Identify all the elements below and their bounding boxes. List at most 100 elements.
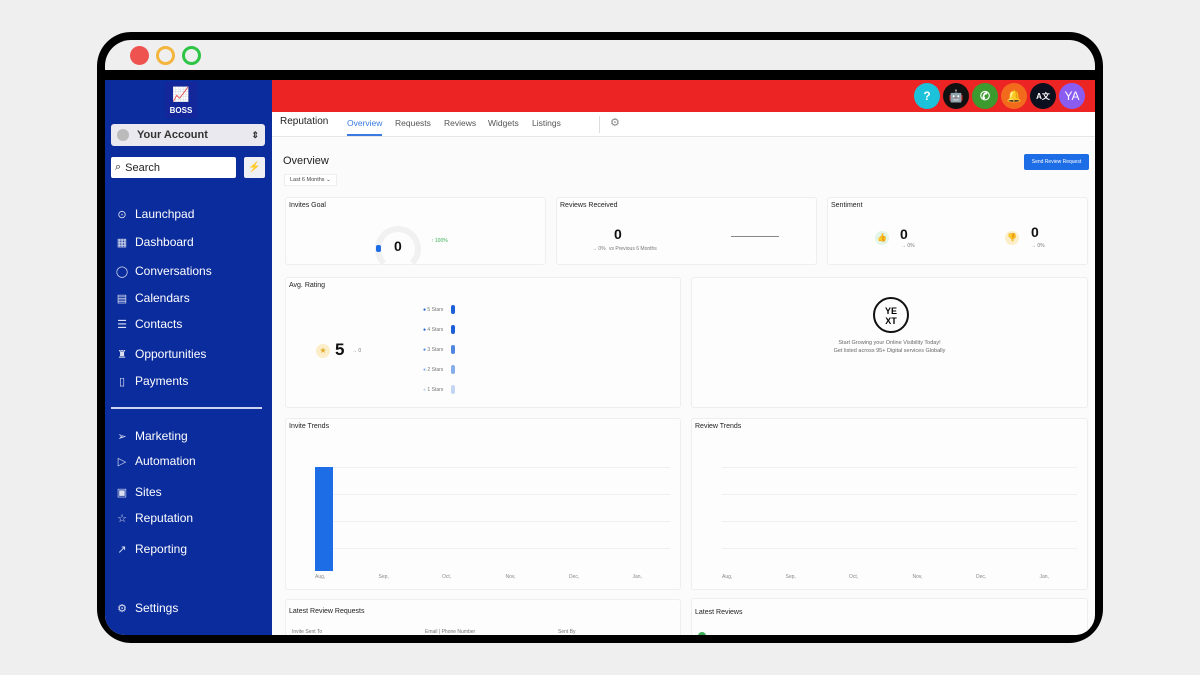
x-tick-label: Jan, — [1039, 574, 1049, 580]
page-title: Overview — [283, 155, 329, 167]
gridline — [722, 494, 1077, 495]
bell-icon[interactable]: 🔔 — [1001, 83, 1027, 109]
tab-requests[interactable]: Requests — [395, 118, 431, 128]
card-title: Avg. Rating — [289, 282, 326, 289]
yext-promo-line2: Get listed across 95+ Digital services G… — [833, 348, 946, 354]
sidebar: 📈 BOSS Your Account ⇕ ⌕ Search ⚡ ⊙ Launchp… — [105, 80, 272, 635]
x-tick-label: Sep, — [785, 574, 796, 580]
help-icon[interactable]: ? — [914, 83, 940, 109]
negative-change: → 0% — [1031, 243, 1045, 249]
quick-action-button[interactable]: ⚡ — [244, 157, 265, 178]
send-review-request-button[interactable]: Send Review Request — [1024, 154, 1089, 170]
phone-icon[interactable]: ✆ — [972, 83, 998, 109]
x-tick-label: Aug, — [315, 574, 326, 580]
tab-listings[interactable]: Listings — [532, 118, 561, 128]
thumbs-down-icon: 👎 — [1005, 231, 1019, 245]
latest-reviews-card: Latest Reviews — [691, 598, 1088, 635]
sidebar-item-payments[interactable]: ▯ Payments — [115, 374, 188, 388]
sidebar-item-sites[interactable]: ▣ Sites — [116, 485, 162, 499]
x-tick-label: Oct, — [442, 574, 452, 580]
sidebar-item-marketing[interactable]: ➢ Marketing — [115, 429, 187, 443]
sidebar-divider — [111, 407, 262, 409]
updown-chevron-icon: ⇕ — [251, 129, 259, 140]
grid-icon: ▦ — [116, 236, 128, 249]
browser-icon: ▣ — [116, 486, 128, 499]
invite-bar-aug[interactable] — [315, 467, 333, 571]
sidebar-item-automation[interactable]: ▷ Automation — [115, 454, 196, 468]
bot-icon[interactable]: 🤖 — [943, 83, 969, 109]
negative-value: 0 — [1031, 224, 1039, 240]
tab-overview[interactable]: Overview — [347, 118, 383, 136]
gridline — [316, 521, 670, 522]
invites-goal-card: Invites Goal 0 ↑ 100% — [285, 197, 546, 272]
star-bar[interactable] — [451, 365, 455, 374]
user-avatar[interactable]: YA — [1059, 83, 1085, 109]
column-header: Sent By — [558, 629, 576, 635]
yext-listings-card[interactable]: YE XT Start Growing your Online Visibili… — [691, 277, 1088, 408]
gridline — [722, 467, 1077, 468]
star-bar[interactable] — [451, 385, 455, 394]
close-window-button[interactable] — [130, 46, 149, 65]
tab-bar: Reputation Overview Requests Reviews Wid… — [272, 112, 1095, 137]
receipt-icon: ▯ — [118, 375, 126, 388]
avg-rating-change: → 0 — [352, 348, 362, 354]
sidebar-item-settings[interactable]: ⚙ Settings — [115, 601, 178, 615]
x-tick-label: Oct, — [849, 574, 859, 580]
boss-logo[interactable]: 📈 BOSS — [165, 82, 197, 118]
period-dropdown[interactable]: Last 6 Months ⌄ — [284, 174, 337, 186]
minimize-window-button[interactable] — [156, 46, 175, 65]
invites-value: 0 — [394, 238, 402, 254]
star-legend-label: ● 3 Stars — [423, 347, 444, 353]
sidebar-item-reporting[interactable]: ↗ Reporting — [115, 542, 187, 556]
sidebar-item-dashboard[interactable]: ▦ Dashboard — [116, 235, 194, 249]
avg-rating-card: Avg. Rating ★ 5 → 0 ● 5 Stars ● 4 Stars ● … — [285, 277, 681, 408]
gridline — [316, 548, 670, 549]
latest-review-requests-card: Latest Review Requests Invite Sent To Em… — [285, 599, 681, 635]
sidebar-item-launchpad[interactable]: ⊙ Launchpad — [115, 207, 194, 221]
card-title: Latest Review Requests — [289, 608, 365, 615]
play-icon: ▷ — [117, 455, 127, 468]
settings-gear-icon[interactable]: ⚙ — [610, 117, 620, 129]
sidebar-item-opportunities[interactable]: ♜ Opportunities — [115, 347, 206, 361]
trophy-icon: ♜ — [117, 348, 127, 361]
maximize-window-button[interactable] — [182, 46, 201, 65]
sidebar-item-contacts[interactable]: ☰ Contacts — [115, 317, 182, 331]
tab-widgets[interactable]: Widgets — [488, 118, 519, 128]
star-badge-icon: ★ — [316, 344, 330, 358]
yext-logo: YE XT — [873, 297, 909, 333]
x-tick-label: Sep, — [378, 574, 389, 580]
card-title: Invites Goal — [289, 202, 326, 209]
reviews-sparkline — [731, 236, 779, 237]
x-tick-label: Dec, — [976, 574, 987, 580]
account-switcher[interactable]: Your Account ⇕ — [111, 124, 265, 146]
section-title: Reputation — [280, 116, 329, 127]
column-header: Email | Phone Number — [425, 629, 476, 635]
positive-value: 0 — [900, 226, 908, 242]
invites-change: ↑ 100% — [431, 238, 448, 244]
reviews-received-card: Reviews Received 0 → 0% vs Previous 6 Mo… — [556, 197, 817, 265]
x-tick-label: Jan, — [632, 574, 642, 580]
positive-change: → 0% — [901, 243, 915, 249]
chart-arrow-icon: 📈 — [172, 86, 190, 102]
sidebar-item-conversations[interactable]: ◯ Conversations — [115, 264, 212, 278]
star-bar[interactable] — [451, 325, 455, 334]
star-legend-label: ● 1 Stars — [423, 387, 444, 393]
gridline — [722, 521, 1077, 522]
card-title: Invite Trends — [289, 423, 330, 430]
search-input[interactable]: ⌕ Search — [111, 157, 236, 178]
star-bar[interactable] — [451, 305, 455, 314]
chat-icon: ◯ — [115, 265, 129, 278]
translate-icon[interactable]: A文 — [1030, 83, 1056, 109]
sidebar-item-reputation[interactable]: ☆ Reputation — [115, 511, 193, 525]
star-legend-label: ● 4 Stars — [423, 327, 444, 333]
x-tick-label: Nov, — [912, 574, 923, 580]
review-trends-card: Review Trends Aug, Sep, Oct, Nov, Dec, Jan, — [691, 418, 1088, 590]
avg-rating-value: 5 — [335, 340, 345, 359]
reviewer-avatar — [698, 632, 706, 635]
star-bar[interactable] — [451, 345, 455, 354]
top-header: ? 🤖 ✆ 🔔 A文 YA — [272, 80, 1095, 112]
x-tick-label: Nov, — [505, 574, 516, 580]
star-legend-label: ● 5 Stars — [423, 307, 444, 313]
sidebar-item-calendars[interactable]: ▤ Calendars — [116, 291, 190, 305]
tab-reviews[interactable]: Reviews — [444, 118, 477, 128]
